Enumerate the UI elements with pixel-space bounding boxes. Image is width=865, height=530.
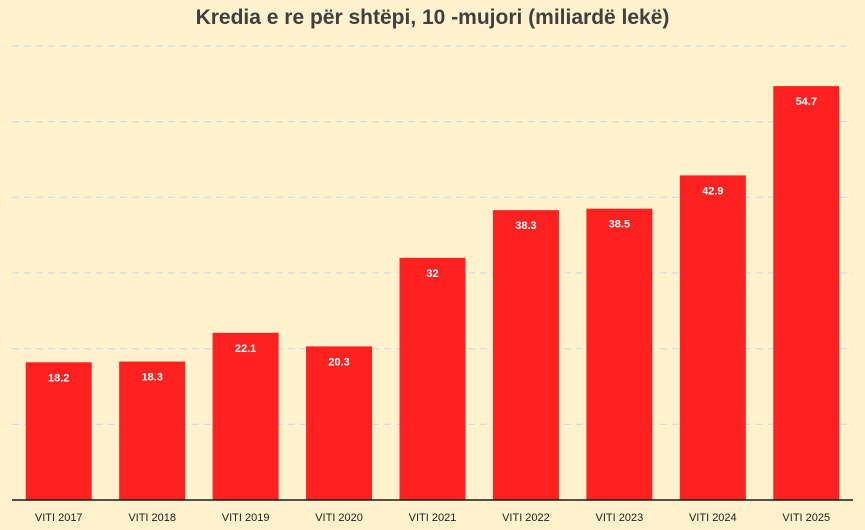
data-label: 18.2 [48,372,69,384]
bars [25,86,840,501]
x-tick-label: VITI 2025 [782,512,830,524]
data-labels: 18.2 18.3 22.1 20.3 32 38.3 38.5 42.9 54.7 [48,96,817,384]
bar [25,362,92,500]
x-tick-label: VITI 2020 [315,512,363,524]
data-label: 22.1 [235,343,256,355]
bar [306,346,373,500]
bar [679,175,746,500]
data-label: 38.3 [515,220,536,232]
chart-title: Kredia e re për shtëpi, 10 -mujori (mili… [195,6,670,29]
x-tick-label: VITI 2022 [502,512,550,524]
x-tick-label: VITI 2018 [128,512,176,524]
data-label: 32 [426,268,438,280]
data-label: 42.9 [702,185,723,197]
bar [492,210,559,501]
bar [773,86,840,500]
data-label: 54.7 [796,96,817,108]
bar [212,332,279,500]
data-label: 18.3 [141,372,162,384]
x-tick-label: VITI 2023 [596,512,644,524]
x-tick-label: VITI 2019 [222,512,270,524]
x-tick-label: VITI 2017 [35,512,83,524]
bar [399,257,466,500]
x-tick-label: VITI 2021 [409,512,457,524]
x-tick-labels: VITI 2017 VITI 2018 VITI 2019 VITI 2020 VITI… [35,512,830,524]
data-label: 20.3 [328,356,349,368]
bar [586,208,653,500]
bar [119,361,186,500]
x-tick-label: VITI 2024 [689,512,737,524]
data-label: 38.5 [609,219,630,231]
